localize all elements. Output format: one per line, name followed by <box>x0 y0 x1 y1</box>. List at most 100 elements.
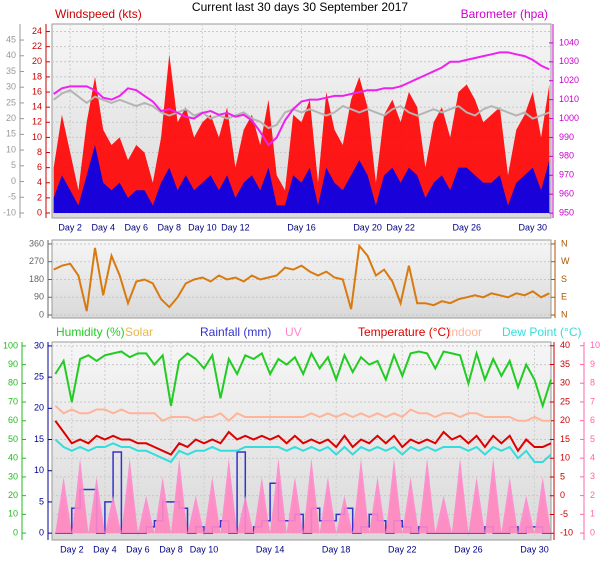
x-tick-label: Day 30 <box>519 222 548 232</box>
x-tick-label: Day 8 <box>158 222 182 232</box>
legend-label: Indoor <box>448 325 482 339</box>
y4-tick-label: 6 <box>590 415 595 425</box>
x-tick-label: Day 26 <box>454 544 483 554</box>
y2-tick-label: N <box>561 309 568 319</box>
y2-tick-label: 960 <box>559 189 574 199</box>
y3-tick-label: 10 <box>6 144 16 154</box>
series-line <box>53 243 550 312</box>
y2-tick-label: 1040 <box>559 37 579 47</box>
y4-tick-label: 4 <box>590 453 595 463</box>
legend-label: Solar <box>125 325 153 339</box>
y4-tick-label: 8 <box>590 378 595 388</box>
y-tick-label: 0 <box>39 309 44 319</box>
y-tick-label: 12 <box>32 117 42 127</box>
legend-label: Humidity (%) <box>56 325 125 339</box>
x-tick-label: Day 22 <box>386 222 415 232</box>
y3-tick-label: 40 <box>6 50 16 60</box>
y-tick-label: 0 <box>37 207 42 217</box>
y3-tick-label: -10 <box>3 207 16 217</box>
y3-tick-label: 5 <box>11 160 16 170</box>
x-tick-label: Day 10 <box>190 544 219 554</box>
x-tick-label: Day 14 <box>256 544 285 554</box>
y2-tick-label: N <box>561 238 568 248</box>
series-line <box>54 438 552 464</box>
y-tick-label: 20 <box>8 490 18 500</box>
y3-tick-label: 25 <box>6 97 16 107</box>
y-tick-label: 90 <box>34 292 44 302</box>
y3-tick-label: -5 <box>8 192 16 202</box>
y-tick-label: 2 <box>37 192 42 202</box>
y2-tick-label: 5 <box>560 471 565 481</box>
legend-label: Temperature (°C) <box>358 325 450 339</box>
y-tick-label: 6 <box>37 162 42 172</box>
y2-tick-label: 10 <box>560 453 570 463</box>
y-tick-label: 22 <box>32 41 42 51</box>
y2-tick-label: E <box>561 292 567 302</box>
y2-tick-label: -10 <box>560 528 573 538</box>
y4-tick-label: 0 <box>590 527 595 537</box>
y2-tick-label: 25 <box>560 396 570 406</box>
y4-tick-label: 9 <box>590 359 595 369</box>
y-tick-label: 16 <box>32 86 42 96</box>
x-tick-label: Day 30 <box>520 544 549 554</box>
y-tick-label: 10 <box>8 509 18 519</box>
y2-tick-label: 970 <box>559 170 574 180</box>
y-axis-title: Windspeed (kts) <box>55 7 142 21</box>
y2-tick-label: 35 <box>560 359 570 369</box>
y3-tick-label: 20 <box>6 113 16 123</box>
y2-tick-label: 40 <box>560 340 570 350</box>
x-tick-label: Day 12 <box>221 222 250 232</box>
x-tick-label: Day 4 <box>93 544 117 554</box>
y2-tick-label: 15 <box>560 434 570 444</box>
series-line <box>53 51 550 147</box>
y3-tick-label: 45 <box>6 34 16 44</box>
x-tick-label: Day 26 <box>452 222 481 232</box>
series-area <box>53 145 550 214</box>
x-tick-label: Day 8 <box>159 544 183 554</box>
x-tick-label: Day 18 <box>322 544 351 554</box>
series-line <box>53 89 550 130</box>
y2-tick-label: -5 <box>560 509 568 519</box>
y-tick-label: 30 <box>8 471 18 481</box>
y-tick-label: 40 <box>8 453 18 463</box>
y3-tick-label: 5 <box>39 496 44 506</box>
y3-tick-label: 15 <box>6 129 16 139</box>
y2-tick-label: 950 <box>559 207 574 217</box>
x-tick-label: Day 10 <box>188 222 217 232</box>
y4-tick-label: 3 <box>590 471 595 481</box>
y-tick-label: 24 <box>32 26 42 36</box>
y-tick-label: 4 <box>37 177 42 187</box>
y-tick-label: 50 <box>8 434 18 444</box>
y3-tick-label: 0 <box>39 528 44 538</box>
y2-tick-label: 980 <box>559 151 574 161</box>
x-tick-label: Day 20 <box>353 222 382 232</box>
series-line <box>54 349 552 410</box>
y3-tick-label: 25 <box>34 372 44 382</box>
legend-label: Dew Point (°C) <box>502 325 581 339</box>
y2-tick-label: 20 <box>560 415 570 425</box>
y2-tick-label: 0 <box>560 490 565 500</box>
y2-tick-label: 1010 <box>559 94 579 104</box>
y2-tick-label: 1020 <box>559 75 579 85</box>
y4-tick-label: 10 <box>590 340 600 350</box>
series-line <box>54 405 551 423</box>
y3-tick-label: 35 <box>6 66 16 76</box>
y2-tick-label: 30 <box>560 378 570 388</box>
y3-tick-label: 20 <box>34 403 44 413</box>
y2-tick-label: S <box>561 274 567 284</box>
x-tick-label: Day 2 <box>58 222 82 232</box>
y4-tick-label: 2 <box>590 490 595 500</box>
y-tick-label: 360 <box>29 238 44 248</box>
y-tick-label: 14 <box>32 102 42 112</box>
y2-tick-label: 1000 <box>559 113 579 123</box>
y-tick-label: 70 <box>8 396 18 406</box>
y2-tick-label: 990 <box>559 132 574 142</box>
y3-tick-label: 30 <box>34 340 44 350</box>
x-tick-label: Day 4 <box>91 222 115 232</box>
y3-tick-label: 15 <box>34 434 44 444</box>
y-tick-label: 10 <box>32 132 42 142</box>
y3-tick-label: 0 <box>11 176 16 186</box>
y-tick-label: 90 <box>8 359 18 369</box>
legend-label: Rainfall (mm) <box>200 325 271 339</box>
